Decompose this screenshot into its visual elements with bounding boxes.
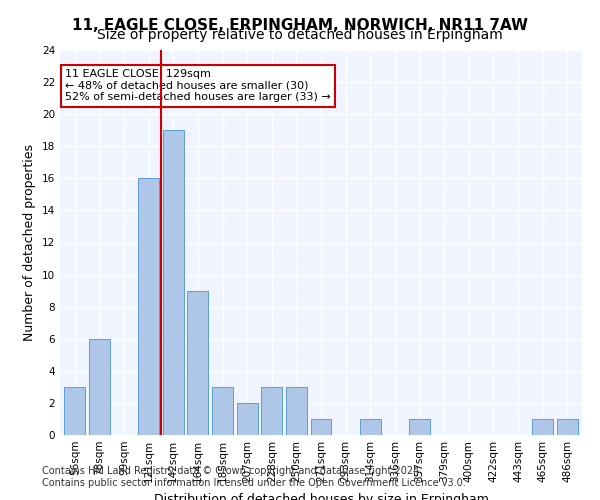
Bar (163, 130, 184, 435)
Y-axis label: Number of detached properties: Number of detached properties (23, 144, 37, 341)
Bar (409, 419, 430, 435)
X-axis label: Distribution of detached houses by size in Erpingham: Distribution of detached houses by size … (154, 493, 488, 500)
Text: Size of property relative to detached houses in Erpingham: Size of property relative to detached ho… (97, 28, 503, 42)
Text: Contains HM Land Registry data © Crown copyright and database right 2024.
Contai: Contains HM Land Registry data © Crown c… (42, 466, 466, 487)
Bar (311, 419, 331, 435)
Bar (286, 387, 307, 435)
Bar (187, 290, 208, 435)
Bar (89, 339, 110, 435)
Text: 11, EAGLE CLOSE, ERPINGHAM, NORWICH, NR11 7AW: 11, EAGLE CLOSE, ERPINGHAM, NORWICH, NR1… (72, 18, 528, 32)
Bar (138, 178, 159, 435)
Bar (557, 419, 578, 435)
Bar (236, 403, 257, 435)
Bar (64, 387, 85, 435)
Bar (212, 387, 233, 435)
Bar (261, 387, 282, 435)
Bar (532, 419, 553, 435)
Text: 11 EAGLE CLOSE: 129sqm
← 48% of detached houses are smaller (30)
52% of semi-det: 11 EAGLE CLOSE: 129sqm ← 48% of detached… (65, 69, 331, 102)
Bar (360, 419, 381, 435)
